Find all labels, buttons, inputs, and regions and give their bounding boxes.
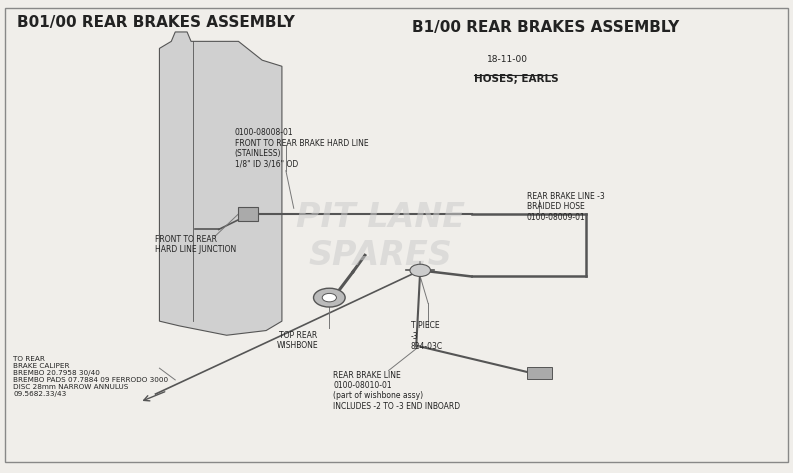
Text: TOP REAR
WISHBONE: TOP REAR WISHBONE — [277, 331, 319, 350]
Text: REAR BRAKE LINE
0100-08010-01
(part of wishbone assy)
INCLUDES -2 TO -3 END INBO: REAR BRAKE LINE 0100-08010-01 (part of w… — [333, 370, 461, 411]
Text: FRONT TO REAR
HARD LINE JUNCTION: FRONT TO REAR HARD LINE JUNCTION — [155, 235, 237, 254]
Text: B01/00 REAR BRAKES ASSEMBLY: B01/00 REAR BRAKES ASSEMBLY — [17, 16, 295, 30]
Circle shape — [410, 264, 431, 277]
Bar — [239, 207, 259, 221]
Circle shape — [313, 288, 345, 307]
Text: T PIECE
-3
824-03C: T PIECE -3 824-03C — [411, 321, 442, 351]
Text: 18-11-00: 18-11-00 — [488, 55, 528, 64]
Text: REAR BRAKE LINE -3
BRAIDED HOSE
0100-08009-01: REAR BRAKE LINE -3 BRAIDED HOSE 0100-080… — [527, 192, 604, 222]
Text: HOSES; EARLS: HOSES; EARLS — [474, 74, 558, 84]
Polygon shape — [159, 32, 282, 335]
Text: TO REAR
BRAKE CALIPER
BREMBO 20.7958 30/40
BREMBO PADS 07.7884 09 FERRODO 3000
D: TO REAR BRAKE CALIPER BREMBO 20.7958 30/… — [13, 357, 168, 397]
Circle shape — [322, 293, 336, 302]
Bar — [527, 367, 552, 379]
Text: B1/00 REAR BRAKES ASSEMBLY: B1/00 REAR BRAKES ASSEMBLY — [412, 20, 680, 35]
Text: 0100-08008-01
FRONT TO REAR BRAKE HARD LINE
(STAINLESS)
1/8" ID 3/16" OD: 0100-08008-01 FRONT TO REAR BRAKE HARD L… — [235, 128, 368, 168]
Text: PIT LANE
SPARES: PIT LANE SPARES — [297, 201, 465, 272]
